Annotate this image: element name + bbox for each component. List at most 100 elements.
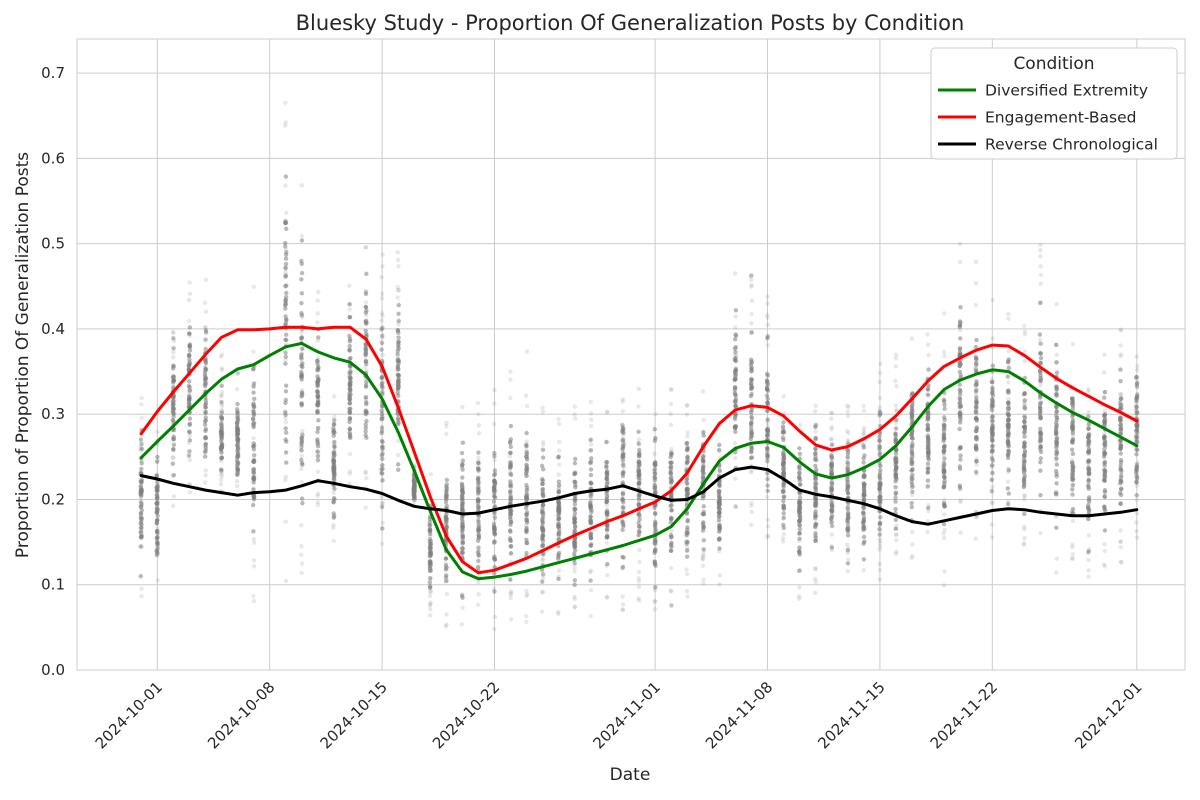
scatter-point	[283, 383, 289, 388]
scatter-point	[507, 536, 513, 541]
scatter-point	[170, 503, 176, 509]
scatter-point	[974, 515, 979, 520]
scatter-point	[524, 403, 530, 409]
scatter-point	[941, 431, 947, 437]
scatter-point	[507, 483, 513, 488]
scatter-point	[829, 464, 834, 469]
scatter-point	[524, 349, 530, 354]
scatter-point	[1101, 562, 1107, 567]
scatter-point	[283, 450, 289, 455]
scatter-point	[508, 577, 513, 582]
scatter-point	[845, 413, 851, 419]
scatter-point	[684, 589, 690, 594]
scatter-point	[910, 489, 915, 495]
scatter-point	[588, 467, 594, 472]
scatter-point	[974, 337, 979, 343]
scatter-point	[540, 439, 546, 445]
scatter-point	[187, 391, 192, 396]
scatter-point	[347, 347, 352, 352]
scatter-point	[990, 443, 995, 448]
scatter-point	[187, 387, 192, 392]
scatter-point	[331, 433, 336, 439]
scatter-point	[572, 561, 577, 566]
scatter-point	[364, 400, 369, 405]
scatter-point	[894, 523, 899, 528]
scatter-point	[138, 544, 143, 549]
scatter-point	[1038, 281, 1043, 286]
scatter-point	[396, 287, 401, 293]
scatter-point	[797, 513, 803, 519]
scatter-point	[829, 410, 834, 416]
scatter-point	[218, 467, 224, 472]
scatter-point	[620, 554, 625, 560]
scatter-point	[990, 398, 995, 404]
scatter-point	[203, 448, 208, 453]
scatter-point	[315, 449, 320, 454]
scatter-point	[572, 604, 578, 609]
scatter-point	[492, 518, 497, 524]
scatter-point	[186, 453, 192, 458]
scatter-point	[958, 498, 963, 503]
scatter-point	[942, 402, 947, 408]
scatter-point	[155, 517, 160, 523]
scatter-point	[139, 458, 144, 464]
scatter-point	[572, 479, 578, 485]
scatter-point	[877, 547, 882, 552]
scatter-point	[380, 448, 385, 453]
scatter-point	[1054, 342, 1059, 348]
scatter-point	[748, 330, 754, 336]
scatter-point	[283, 426, 288, 431]
scatter-point	[733, 504, 739, 510]
scatter-point	[540, 557, 545, 563]
series-line-reverse-chronological	[139, 465, 1139, 526]
scatter-point	[846, 557, 851, 562]
scatter-point	[1053, 468, 1059, 474]
scatter-point	[508, 576, 513, 582]
scatter-point	[492, 614, 498, 619]
scatter-point	[1038, 436, 1043, 442]
scatter-point	[1038, 382, 1043, 388]
scatter-point	[604, 526, 610, 532]
scatter-point	[909, 500, 914, 506]
scatter-point	[733, 476, 738, 481]
scatter-point	[250, 502, 256, 508]
scatter-point	[556, 454, 561, 459]
scatter-point	[219, 456, 224, 461]
scatter-point	[669, 603, 674, 609]
scatter-point	[219, 408, 225, 413]
scatter-point	[460, 592, 465, 597]
scatter-point	[1134, 497, 1139, 503]
scatter-point	[829, 427, 834, 432]
scatter-point	[910, 466, 915, 472]
scatter-point	[861, 408, 867, 414]
scatter-point	[845, 512, 851, 517]
scatter-point	[588, 459, 594, 464]
scatter-point	[909, 431, 915, 437]
scatter-point	[203, 277, 209, 283]
scatter-point	[476, 411, 481, 417]
scatter-point	[1118, 451, 1123, 456]
scatter-point	[363, 289, 368, 294]
scatter-point	[444, 612, 449, 617]
scatter-point	[235, 370, 241, 375]
scatter-point	[284, 317, 289, 323]
scatter-point	[332, 451, 337, 456]
scatter-point	[1038, 378, 1043, 384]
scatter-point	[973, 344, 979, 350]
scatter-point	[1054, 556, 1060, 561]
scatter-point	[572, 461, 578, 466]
scatter-point	[379, 327, 384, 332]
scatter-point	[364, 395, 369, 400]
scatter-point	[861, 521, 866, 526]
scatter-point	[861, 511, 866, 516]
scatter-point	[283, 337, 288, 342]
scatter-point	[364, 418, 369, 424]
scatter-point	[797, 552, 803, 558]
scatter-point	[395, 453, 401, 458]
scatter-point	[1070, 418, 1076, 423]
scatter-point	[540, 557, 546, 562]
scatter-point	[990, 500, 995, 505]
scatter-point	[989, 379, 995, 385]
scatter-point	[604, 439, 609, 444]
scatter-point	[428, 576, 433, 581]
